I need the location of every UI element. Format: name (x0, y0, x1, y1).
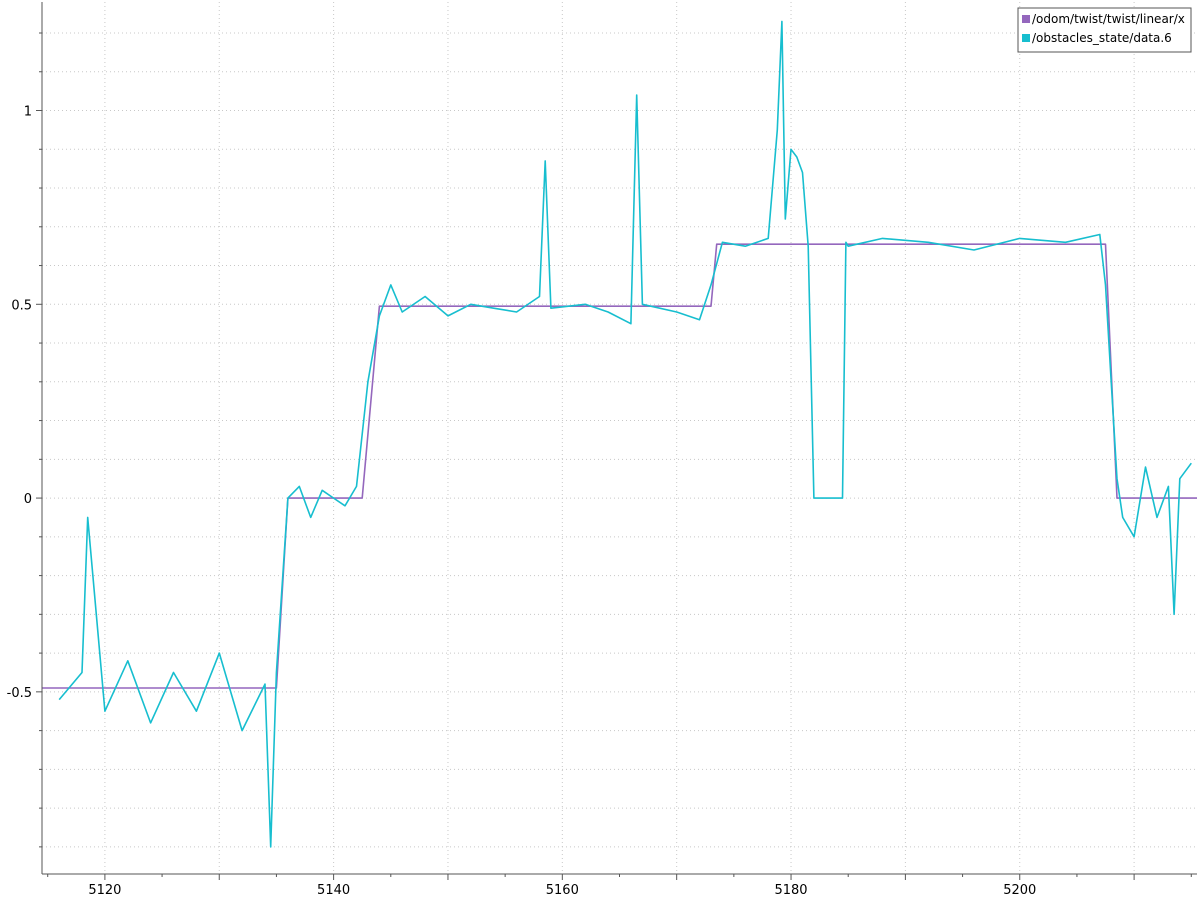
series-line-0 (42, 243, 1197, 689)
grid (42, 2, 1197, 874)
legend-label: /odom/twist/twist/linear/x (1032, 12, 1185, 26)
series-line-1 (58, 20, 1192, 848)
axes: 5120 5140 5160 5180 5200 -0.5 0 0.5 1 (7, 2, 1197, 898)
x-tick-label: 5140 (317, 883, 350, 898)
x-tick-label: 5200 (1003, 883, 1036, 898)
legend-box (1017, 7, 1192, 53)
legend-label: /obstacles_state/data.6 (1032, 31, 1172, 45)
x-tick-label: 5180 (774, 883, 807, 898)
x-tick-label: 5160 (546, 883, 579, 898)
y-tick-label: 1 (24, 105, 32, 120)
legend: /odom/twist/twist/linear/x/obstacles_sta… (1017, 7, 1192, 53)
y-tick-label: -0.5 (7, 686, 32, 701)
series-layer (42, 20, 1197, 848)
y-tick-label: 0 (24, 492, 32, 507)
y-tick-label: 0.5 (11, 298, 32, 313)
legend-swatch (1022, 34, 1030, 42)
legend-swatch (1022, 15, 1030, 23)
x-tick-label: 5120 (88, 883, 121, 898)
